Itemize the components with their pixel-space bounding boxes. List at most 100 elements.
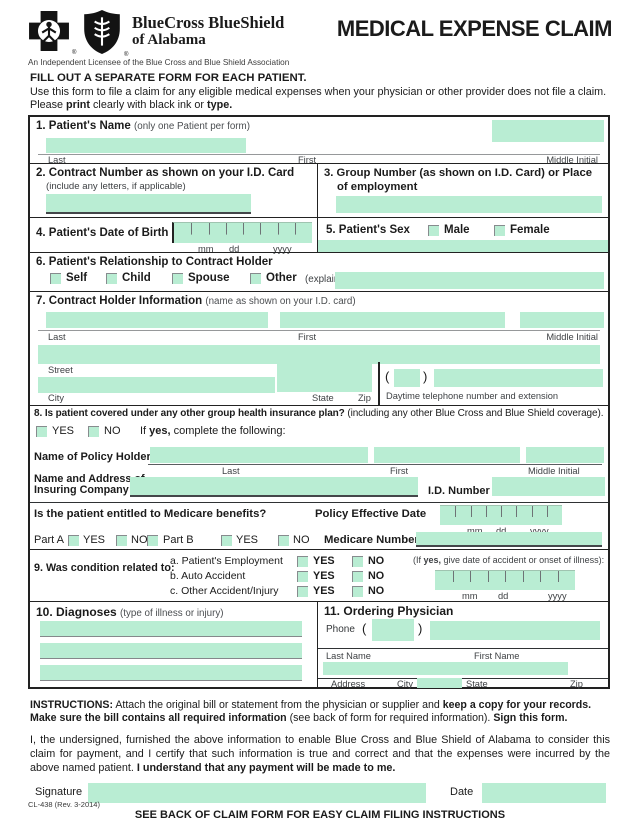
section-10-diagnoses: 10. Diagnoses (type of illness or injury… <box>30 602 317 687</box>
diagnoses-line-2[interactable] <box>40 643 302 659</box>
date-cell <box>174 223 191 243</box>
patient-middle-initial-input[interactable] <box>492 120 604 142</box>
physician-phone-input[interactable] <box>430 621 600 640</box>
medicare-divider <box>30 502 608 503</box>
insuring-company-label-2: Insuring Company <box>34 484 129 496</box>
section-title: 11. Ordering Physician <box>324 604 454 618</box>
checkbox-employment-no[interactable] <box>352 556 363 567</box>
policy-holder-last-input[interactable] <box>150 447 368 463</box>
holder-last-name-input[interactable] <box>46 312 268 328</box>
child-label: Child <box>122 272 151 284</box>
mm-label: mm <box>462 591 478 601</box>
date-cell <box>501 506 517 525</box>
checkbox-child[interactable] <box>106 273 117 284</box>
self-label: Self <box>66 272 88 284</box>
relationship-other-explain-input[interactable] <box>335 272 604 289</box>
section-7-contract-holder: 7. Contract Holder Information (name as … <box>30 291 608 405</box>
policy-holder-first-input[interactable] <box>374 447 520 463</box>
sex-answer-field[interactable] <box>318 240 608 252</box>
middle-initial-label: Middle Initial <box>528 466 580 476</box>
contract-number-input[interactable] <box>46 194 251 214</box>
instructions-paragraph: INSTRUCTIONS: Attach the original bill o… <box>30 699 592 725</box>
divider-line <box>318 678 608 679</box>
first-label: First <box>298 155 317 165</box>
spouse-label: Spouse <box>188 272 230 284</box>
checkbox-auto-accident-no[interactable] <box>352 571 363 582</box>
physician-phone-area-input[interactable] <box>372 619 414 641</box>
date-cell <box>522 571 540 590</box>
policy-holder-mi-input[interactable] <box>526 447 604 463</box>
date-cell <box>277 223 295 243</box>
checkbox-part-a-yes[interactable] <box>68 535 79 546</box>
checkbox-other-accident-yes[interactable] <box>297 586 308 597</box>
brand-name: BlueCross BlueShield of Alabama <box>132 13 285 49</box>
policy-effective-date-input[interactable] <box>440 505 562 525</box>
checkbox-other[interactable] <box>250 273 261 284</box>
date-cell <box>260 223 278 243</box>
street-input[interactable] <box>38 345 600 364</box>
checkbox-part-b-yes[interactable] <box>221 535 232 546</box>
part-a-label: Part A <box>34 534 64 546</box>
accident-date-input[interactable] <box>435 570 575 590</box>
signature-row: Signature Date <box>30 783 610 805</box>
certification-paragraph: I, the undersigned, furnished the above … <box>30 734 610 775</box>
insuring-company-label-1: Name and Address of <box>34 473 145 485</box>
checkbox-part-b[interactable] <box>147 535 158 546</box>
checkbox-other-insurance-no[interactable] <box>88 426 99 437</box>
signature-input[interactable] <box>88 783 426 804</box>
date-cell <box>531 506 547 525</box>
section-1-patients-name: 1. Patient's Name (only one Patient per … <box>30 117 608 165</box>
section-title: 4. Patient's Date of Birth <box>36 227 169 239</box>
insuring-company-input[interactable] <box>130 477 418 497</box>
diagnoses-line-1[interactable] <box>40 621 302 637</box>
section-title: 2. Contract Number as shown on your I.D.… <box>36 167 295 179</box>
checkbox-female[interactable] <box>494 225 505 236</box>
page-title: MEDICAL EXPENSE CLAIM <box>336 16 613 41</box>
yes-label: YES <box>313 555 335 567</box>
dd-label: dd <box>498 591 509 601</box>
checkbox-employment-yes[interactable] <box>297 556 308 567</box>
phone-number-input[interactable] <box>434 369 603 387</box>
yyyy-label: yyyy <box>548 591 567 601</box>
condition-item-c: c. Other Accident/Injury <box>170 585 279 597</box>
diagnoses-line-3[interactable] <box>40 665 302 681</box>
checkbox-self[interactable] <box>50 273 61 284</box>
checkbox-auto-accident-yes[interactable] <box>297 571 308 582</box>
physician-name-input[interactable] <box>323 662 568 675</box>
physician-city-input[interactable] <box>417 678 462 688</box>
date-input[interactable] <box>482 783 606 804</box>
date-cell <box>435 571 453 590</box>
section-title: 1. Patient's Name (only one Patient per … <box>36 120 250 132</box>
checkbox-part-a-no[interactable] <box>116 535 127 546</box>
no-label: NO <box>368 570 385 582</box>
checkbox-male[interactable] <box>428 225 439 236</box>
holder-middle-initial-input[interactable] <box>520 312 604 328</box>
group-number-input[interactable] <box>336 196 602 213</box>
bluecross-icon <box>29 11 69 51</box>
yes-label: YES <box>236 534 259 546</box>
id-number-input[interactable] <box>492 477 605 496</box>
checkbox-part-b-no[interactable] <box>278 535 289 546</box>
city-input[interactable] <box>38 377 275 393</box>
brand-line1: BlueCross BlueShield <box>132 13 285 32</box>
date-cell <box>487 571 505 590</box>
intro-line3: Please print clearly with black ink or t… <box>30 99 233 112</box>
checkbox-other-insurance-yes[interactable] <box>36 426 47 437</box>
yes-label: YES <box>313 570 335 582</box>
last-label: Last <box>48 155 66 165</box>
checkbox-other-accident-no[interactable] <box>352 586 363 597</box>
paren-close: ) <box>423 369 428 384</box>
checkbox-spouse[interactable] <box>172 273 183 284</box>
dob-date-input[interactable] <box>172 222 312 243</box>
phone-label: Phone <box>326 624 355 635</box>
phone-area-code-input[interactable] <box>394 369 420 387</box>
state-zip-input[interactable] <box>277 363 372 392</box>
blueshield-icon <box>84 10 120 54</box>
holder-first-name-input[interactable] <box>280 312 505 328</box>
section-title: 10. Diagnoses (type of illness or injury… <box>36 605 224 619</box>
patient-name-input[interactable] <box>46 138 246 153</box>
date-cell <box>191 223 209 243</box>
street-label: Street <box>48 365 73 375</box>
date-cell <box>243 223 261 243</box>
medicare-number-input[interactable] <box>416 532 602 547</box>
